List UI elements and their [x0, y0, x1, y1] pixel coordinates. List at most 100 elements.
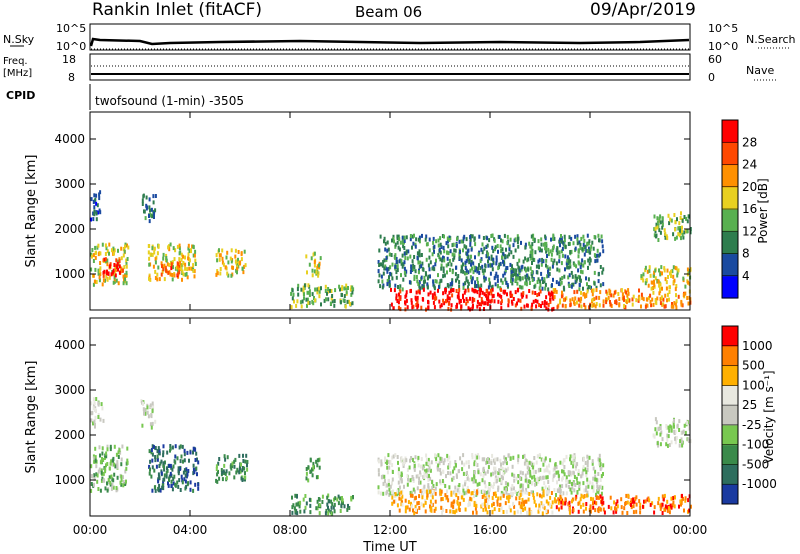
heatmap-cell: [525, 268, 527, 273]
heatmap-cell: [165, 268, 168, 273]
heatmap-cell: [433, 244, 436, 249]
heatmap-cell: [410, 456, 413, 460]
heatmap-cell: [99, 488, 102, 493]
heatmap-cell: [521, 497, 524, 502]
heatmap-cell: [105, 463, 107, 468]
heatmap-cell: [531, 242, 534, 247]
heatmap-cell: [485, 288, 488, 293]
heatmap-cell: [196, 472, 198, 477]
heatmap-cell: [119, 480, 122, 485]
heatmap-cell: [500, 465, 502, 470]
heatmap-cell: [101, 456, 103, 461]
heatmap-cell: [117, 281, 120, 286]
heatmap-cell: [99, 417, 102, 422]
heatmap-cell: [487, 263, 490, 268]
heatmap-cell: [106, 262, 109, 267]
heatmap-cell: [473, 503, 476, 507]
heatmap-cell: [171, 277, 174, 282]
heatmap-cell: [456, 302, 458, 307]
heatmap-cell: [677, 294, 680, 299]
heatmap-cell: [503, 262, 506, 267]
heatmap-cell: [584, 305, 587, 310]
heatmap-cell: [386, 240, 389, 245]
heatmap-cell: [474, 456, 477, 461]
heatmap-cell: [468, 464, 470, 469]
heatmap-cell: [447, 306, 450, 311]
heatmap-cell: [415, 290, 418, 295]
heatmap-cell: [416, 256, 419, 261]
heatmap-cell: [173, 273, 176, 278]
heatmap-cell: [471, 276, 474, 281]
heatmap-cell: [421, 261, 424, 266]
heatmap-cell: [634, 496, 637, 501]
heatmap-cell: [412, 263, 415, 268]
heatmap-cell: [539, 289, 542, 294]
heatmap-cell: [176, 480, 179, 485]
heatmap-cell: [494, 457, 497, 462]
heatmap-cell: [422, 267, 425, 272]
heatmap-cell: [465, 297, 468, 302]
heatmap-cell: [420, 502, 423, 507]
colorbar-swatch: [722, 405, 738, 426]
heatmap-cell: [458, 239, 461, 244]
heatmap-cell: [552, 237, 555, 241]
heatmap-cell: [404, 498, 407, 503]
heatmap-cell: [114, 268, 117, 273]
heatmap-cell: [380, 262, 382, 267]
heatmap-cell: [442, 291, 445, 296]
heatmap-cell: [668, 297, 670, 302]
heatmap-cell: [311, 467, 313, 472]
heatmap-cell: [400, 273, 402, 278]
heatmap-cell: [192, 446, 195, 451]
heatmap-cell: [560, 234, 562, 238]
heatmap-cell: [307, 300, 310, 305]
heatmap-cell: [317, 273, 320, 278]
heatmap-cell: [670, 218, 673, 223]
heatmap-cell: [577, 274, 580, 279]
heatmap-cell: [688, 295, 691, 300]
heatmap-cell: [462, 239, 465, 244]
heatmap-cell: [104, 257, 107, 262]
heatmap-cell: [682, 429, 685, 434]
heatmap-cell: [527, 497, 530, 502]
heatmap-cell: [544, 485, 547, 490]
heatmap-cell: [438, 281, 441, 286]
heatmap-cell: [90, 464, 93, 469]
heatmap-cell: [565, 478, 568, 483]
heatmap-cell: [184, 262, 187, 267]
heatmap-cell: [478, 302, 481, 307]
heatmap-cell: [466, 252, 469, 257]
heatmap-cell: [547, 252, 550, 257]
heatmap-cell: [526, 479, 529, 484]
heatmap-cell: [661, 216, 664, 221]
heatmap-cell: [92, 282, 95, 287]
heatmap-cell: [433, 291, 436, 296]
heatmap-cell: [124, 274, 127, 278]
heatmap-cell: [581, 270, 584, 275]
heatmap-cell: [309, 503, 312, 508]
heatmap-cell: [563, 472, 566, 477]
colorbar-swatch: [722, 464, 738, 485]
heatmap-cell: [177, 262, 180, 267]
heatmap-cell: [305, 297, 308, 302]
heatmap-cell: [562, 458, 565, 463]
heatmap-cell: [309, 469, 312, 474]
heatmap-cell: [245, 453, 248, 458]
heatmap-cell: [517, 480, 520, 485]
heatmap-cell: [500, 248, 503, 253]
heatmap-cell: [427, 274, 430, 279]
heatmap-cell: [532, 257, 535, 262]
heatmap-cell: [486, 494, 489, 499]
heatmap-cell: [544, 246, 547, 251]
heatmap-cell: [521, 471, 524, 476]
heatmap-cell: [148, 276, 150, 281]
heatmap-cell: [515, 496, 518, 501]
heatmap-cell: [343, 294, 346, 299]
heatmap-cell: [382, 481, 385, 486]
heatmap-cell: [174, 444, 177, 449]
heatmap-cell: [561, 290, 563, 295]
heatmap-cell: [509, 262, 512, 267]
heatmap-cell: [398, 247, 401, 252]
heatmap-cell: [97, 210, 100, 215]
heatmap-cell: [476, 463, 479, 467]
